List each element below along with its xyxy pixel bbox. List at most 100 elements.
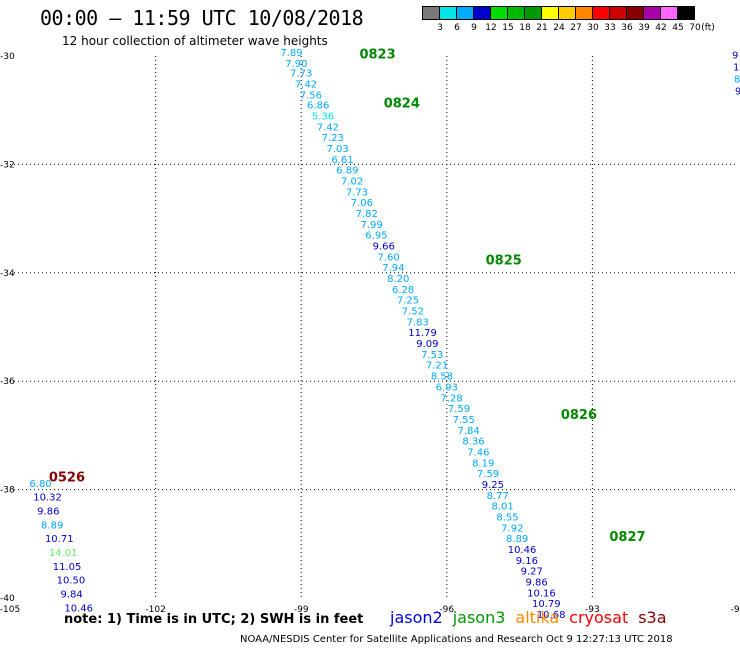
wave-height-value: 10.16 [527,588,556,599]
pass-time-label: 0826 [561,408,597,423]
wave-height-value: 7.42 [317,122,339,133]
altimeter-map: -105 -102 -99 -96 -93 -90 -30 -32 -34 -36 -38 -40 7.… [0,48,740,621]
scale-label: 18 [519,23,531,33]
wave-height-value: 6.28 [392,285,414,296]
scale-label: 9 [471,23,477,33]
satellite-cryosat: cryosat [569,608,629,627]
scale-swatch [558,6,576,20]
wave-height-value: 8.01 [491,502,513,513]
scale-swatch [473,6,491,20]
scale-label: 45 [672,23,684,33]
scale-label: 6 [454,23,460,33]
scale-swatch [626,6,644,20]
wave-height-value: 9.16 [516,556,538,567]
wave-height-value: 8.77 [487,491,509,502]
wave-height-value: 7.99 [360,220,382,231]
wave-height-value: 6.95 [365,231,387,242]
wave-height-value: 10.68 [537,610,566,621]
wave-height-value: 6.61 [331,155,353,166]
y-tick-label: -34 [0,269,15,279]
map-canvas: -105 -102 -99 -96 -93 -90 -30 -32 -34 -36 -38 -40 7.… [0,48,740,621]
scale-swatch [524,6,542,20]
scale-swatch [456,6,474,20]
scale-swatch [677,6,695,20]
wave-height-value: 6.80 [29,479,51,490]
wave-height-value: 7.21 [426,361,448,372]
pass-time-label: 0827 [609,530,645,545]
wave-height-value: 10.32 [33,493,62,504]
wave-height-value: 7.42 [295,79,317,90]
wave-height-value: 8.20 [387,274,409,285]
pass-time-label: 0824 [384,96,420,111]
satellite-s3a: s3a [638,608,667,627]
scale-label: 12 [485,23,497,33]
wave-height-value: 9 [735,86,740,97]
wave-height-value: 7.02 [341,176,363,187]
wave-height-value: 8.19 [472,458,494,469]
wave-height-value: 7.60 [377,252,399,263]
map-subtitle: 12 hour collection of altimeter wave hei… [62,34,328,48]
wave-height-value: 9.66 [373,241,395,252]
scale-swatch [439,6,457,20]
scale-label: 30 [587,23,599,33]
scale-swatch [490,6,508,20]
footer-note: note: 1) Time is in UTC; 2) SWH is in fe… [64,612,364,627]
wave-height-value: 8.36 [462,437,484,448]
wave-height-value: 10.79 [532,599,561,610]
wave-height-value: 10 [733,63,740,74]
x-tick-label: -105 [0,605,20,615]
wave-height-value: 9.86 [37,507,59,518]
wave-height-value: 8 [734,75,740,86]
wave-height-value: 7.83 [407,317,429,328]
wave-height-value: 14.01 [49,548,78,559]
satellite-altika: altika [515,608,560,627]
wave-height-value: 6.86 [307,101,329,112]
x-tick-label: -90 [731,605,740,615]
wave-height-value: 7.73 [290,69,312,80]
wave-height-value: 7.06 [351,198,373,209]
wave-height-value: 10.46 [508,545,537,556]
scale-swatch [643,6,661,20]
wave-height-value: 7.92 [501,523,523,534]
scale-swatch [575,6,593,20]
wave-height-value: 7.84 [458,426,480,437]
wave-height-value: 10.46 [64,603,93,614]
scale-label: 70 [689,23,701,33]
scale-label: 15 [502,23,514,33]
wave-height-value: 9.84 [60,589,82,600]
wave-height-value: 7.53 [421,350,443,361]
wave-height-value: 7.89 [280,48,302,59]
wave-height-value: 8.89 [506,534,528,545]
wave-height-value: 10.50 [57,576,86,587]
wave-height-value: 9.27 [521,567,543,578]
y-tick-label: -40 [0,594,15,604]
scale-unit-label: (ft) [701,23,715,33]
wave-height-value: 5.36 [312,111,334,122]
wave-height-value: 9.09 [416,339,438,350]
wave-height-value: 8.58 [431,372,453,383]
y-tick-label: -30 [0,52,15,62]
pass-time-label: 0825 [486,254,522,269]
wave-height-value: 7.52 [402,307,424,318]
wave-height-value: 8.89 [41,520,63,531]
scale-swatch [660,6,678,20]
wave-height-value: 7.03 [326,144,348,155]
scale-swatch [422,6,440,20]
x-tick-label: -93 [585,605,600,615]
wave-height-value: 7.28 [441,393,463,404]
scale-swatch [507,6,525,20]
wave-height-value: 7.46 [467,447,489,458]
wave-height-value: 7.90 [285,59,307,70]
wave-height-value: 7.73 [346,187,368,198]
wave-height-value: 7.94 [382,263,404,274]
scale-label: 39 [638,23,650,33]
x-tick-label: -102 [145,605,165,615]
y-tick-label: -32 [0,160,15,170]
wave-height-value: 7.59 [448,404,470,415]
wave-height-value: 11.79 [408,328,437,339]
x-tick-label: -99 [294,605,309,615]
pass-time-label: 0526 [49,470,85,485]
scale-label: 3 [437,23,443,33]
y-tick-label: -36 [0,377,15,387]
scale-swatch [541,6,559,20]
